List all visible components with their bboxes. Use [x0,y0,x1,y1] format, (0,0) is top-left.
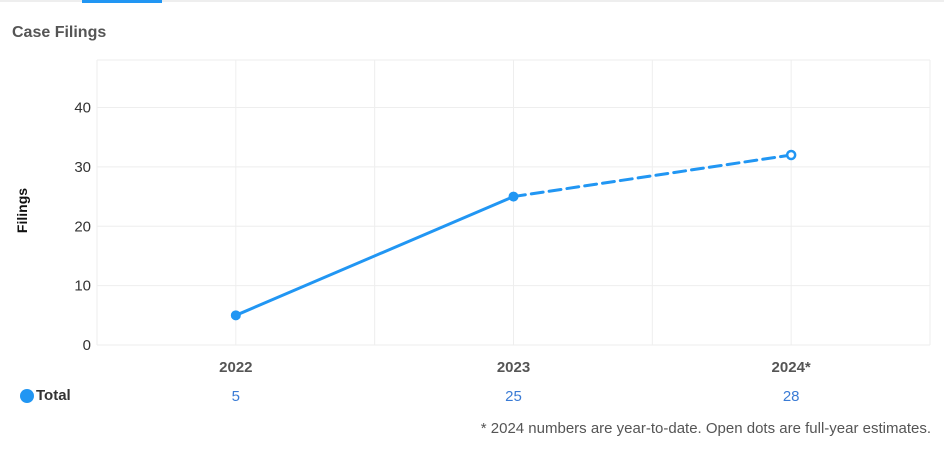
y-tick-label: 40 [74,100,91,117]
data-point-estimate [785,149,797,161]
data-point [230,310,241,321]
y-tick-label: 0 [83,337,91,354]
y-tick-label: 20 [74,218,91,235]
legend-total-label: Total [36,387,71,404]
y-tick-label: 10 [74,278,91,295]
total-value-cell: 28 [782,388,800,405]
footnote: * 2024 numbers are year-to-date. Open do… [480,420,931,437]
data-point [508,191,519,202]
total-value-cell: 25 [505,388,522,405]
legend-total-dot [20,389,34,403]
top-divider [0,0,944,2]
x-tick-label: 2023 [497,359,530,376]
active-tab-indicator[interactable] [82,0,162,3]
x-tick-label: 2024* [772,359,811,376]
series-segment-dashed [512,153,793,199]
x-tick-label: 2022 [219,359,252,376]
y-tick-label: 30 [74,159,91,176]
y-axis-label: Filings [14,188,30,233]
total-value-cell: 5 [231,388,240,405]
line-chart: 0 10 20 30 40 Filings 2022 2023 2024* [14,59,931,376]
series-segment [234,195,515,317]
chart-title: Case Filings [12,24,107,41]
